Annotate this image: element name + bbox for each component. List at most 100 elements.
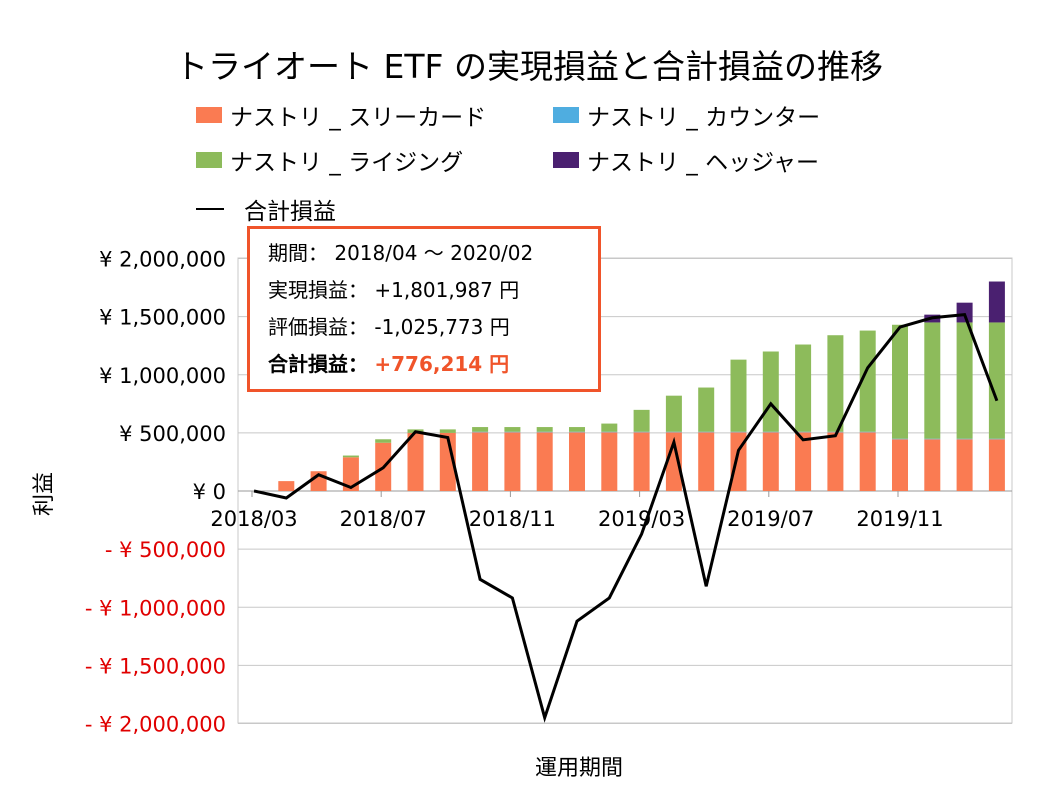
bar-segment bbox=[601, 432, 618, 491]
x-tick-label: 2018/11 bbox=[469, 507, 556, 531]
bar-segment bbox=[730, 359, 747, 432]
bar-segment bbox=[633, 409, 650, 432]
bar-segment bbox=[956, 438, 973, 440]
bar-segment bbox=[795, 432, 812, 491]
bar-segment bbox=[892, 438, 908, 440]
legend-swatch bbox=[196, 152, 222, 168]
legend-label: ナストリ _ ライジング bbox=[230, 150, 464, 176]
bar-segment bbox=[504, 431, 521, 433]
x-tick-label: 2018/03 bbox=[210, 507, 297, 531]
chart-title: トライオート ETF の実現損益と合計損益の推移 bbox=[175, 47, 883, 86]
bar-segment bbox=[892, 439, 908, 491]
y-tick-label: - ¥ 1,000,000 bbox=[85, 596, 226, 620]
y-tick-label: - ¥ 2,000,000 bbox=[85, 713, 226, 737]
bar-segment bbox=[342, 455, 359, 458]
bar-segment bbox=[569, 431, 585, 433]
bar-segment bbox=[988, 281, 1005, 323]
bar-segment bbox=[439, 429, 456, 433]
bar-segment bbox=[698, 432, 715, 491]
total-value: +776,214 円 bbox=[374, 352, 510, 376]
legend-label: ナストリ _ スリーカード bbox=[230, 105, 487, 131]
bar-segment bbox=[859, 431, 876, 433]
unrealized-value: -1,025,773 円 bbox=[374, 315, 510, 339]
unrealized-label: 評価損益： bbox=[268, 315, 368, 339]
bar-segment bbox=[859, 432, 876, 491]
legend-item-hedger: ナストリ _ ヘッジャー bbox=[553, 143, 819, 177]
legend-label: 合計損益 bbox=[244, 199, 336, 225]
period-value: 2018/04 ～ 2020/02 bbox=[334, 241, 534, 265]
bar-segment bbox=[342, 457, 359, 491]
bar-segment bbox=[569, 432, 585, 491]
bar-segment bbox=[536, 432, 553, 491]
bar-segment bbox=[439, 432, 456, 491]
legend-item-counter: ナストリ _ カウンター bbox=[553, 98, 820, 132]
bar-segment bbox=[827, 432, 844, 491]
bar-segment bbox=[569, 427, 585, 432]
y-tick-label: ¥ 500,000 bbox=[119, 422, 226, 446]
bar-segment bbox=[665, 432, 682, 491]
y-tick-label: ¥ 2,000,000 bbox=[99, 248, 226, 272]
bar-segment bbox=[601, 431, 618, 433]
total-label: 合計損益： bbox=[268, 352, 368, 376]
bar-segment bbox=[504, 427, 521, 432]
bar-segment bbox=[278, 481, 295, 491]
legend-label: ナストリ _ ヘッジャー bbox=[587, 150, 819, 176]
x-tick-label: 2019/11 bbox=[856, 507, 943, 531]
legend-swatch bbox=[196, 107, 222, 123]
summary-box: 期間： 2018/04 ～ 2020/02 実現損益： +1,801,987 円… bbox=[247, 226, 601, 392]
bar-segment bbox=[827, 335, 844, 432]
legend-item-rising: ナストリ _ ライジング bbox=[196, 143, 463, 177]
bar-segment bbox=[795, 431, 812, 433]
x-axis-label: 運用期間 bbox=[534, 756, 623, 781]
bar-segment bbox=[665, 431, 682, 433]
bar-segment bbox=[924, 322, 941, 439]
bar-segment bbox=[472, 427, 489, 432]
total-line bbox=[253, 313, 999, 723]
legend-label: ナストリ _ カウンター bbox=[587, 105, 821, 131]
bar-segment bbox=[762, 351, 779, 432]
bar-segment bbox=[504, 432, 521, 491]
bar-segment bbox=[762, 431, 779, 433]
legend-item-total: 合計損益 bbox=[196, 192, 336, 226]
bar-segment bbox=[472, 431, 489, 433]
legend-line-swatch bbox=[196, 208, 224, 210]
bar-segment bbox=[956, 302, 973, 323]
bar-segment bbox=[698, 431, 715, 433]
legend-swatch bbox=[553, 152, 579, 168]
y-tick-label: - ¥ 500,000 bbox=[105, 538, 226, 562]
bar-segment bbox=[924, 438, 941, 440]
y-axis-label: 利益 bbox=[32, 471, 58, 517]
bar-segment bbox=[375, 439, 392, 443]
bar-segment bbox=[988, 438, 1005, 440]
bar-segment bbox=[956, 439, 973, 491]
y-tick-label: ¥ 1,000,000 bbox=[99, 364, 226, 388]
x-tick-label: 2019/03 bbox=[598, 507, 685, 531]
bar-segment bbox=[536, 427, 553, 432]
legend-item-three-card: ナストリ _ スリーカード bbox=[196, 98, 486, 132]
bar-segment bbox=[956, 322, 973, 439]
y-tick-label: ¥ 1,500,000 bbox=[99, 306, 226, 330]
bar-segment bbox=[988, 439, 1005, 491]
x-tick-label: 2019/07 bbox=[727, 507, 814, 531]
bar-segment bbox=[472, 432, 489, 491]
bar-segment bbox=[633, 431, 650, 433]
bar-segment bbox=[892, 324, 908, 439]
bar-segment bbox=[601, 423, 618, 432]
bar-segment bbox=[827, 431, 844, 433]
bar-segment bbox=[988, 322, 1005, 439]
realized-label: 実現損益： bbox=[268, 278, 368, 302]
y-tick-label: - ¥ 1,500,000 bbox=[85, 654, 226, 678]
x-tick-label: 2018/07 bbox=[340, 507, 427, 531]
bar-segment bbox=[762, 432, 779, 491]
bar-segment bbox=[407, 432, 424, 491]
bar-segment bbox=[698, 387, 715, 432]
bar-segment bbox=[795, 344, 812, 432]
realized-value: +1,801,987 円 bbox=[374, 278, 520, 302]
period-label: 期間： bbox=[268, 241, 328, 265]
bar-segment bbox=[730, 431, 747, 433]
bar-segment bbox=[633, 432, 650, 491]
legend-swatch bbox=[553, 107, 579, 123]
bar-segment bbox=[859, 330, 876, 432]
